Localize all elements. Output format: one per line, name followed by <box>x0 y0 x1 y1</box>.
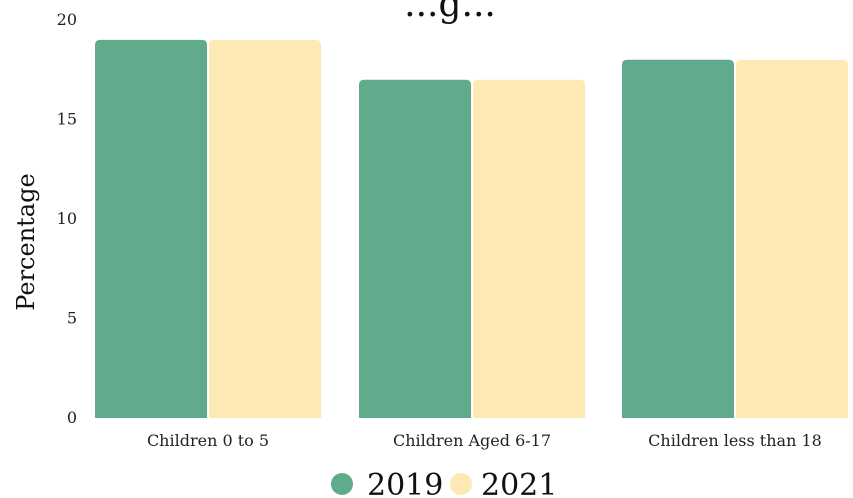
x-tick-label: Children less than 18 <box>648 431 822 450</box>
bar-2021-3 <box>736 59 848 419</box>
y-tick-label: 10 <box>57 209 77 228</box>
legend-label-2019: 2019 <box>367 468 443 498</box>
bar-2021-2 <box>473 79 585 418</box>
chart-title: ...g... <box>404 0 496 25</box>
y-tick-label: 15 <box>57 110 77 129</box>
legend: 2019 2021 <box>331 468 557 498</box>
y-tick-label: 20 <box>57 10 77 29</box>
bar-2021-1 <box>209 39 321 419</box>
bar-2019-1 <box>95 39 207 419</box>
x-axis-labels: Children 0 to 5 Children Aged 6-17 Childre… <box>147 431 822 450</box>
x-tick-label: Children Aged 6-17 <box>393 431 551 450</box>
bar-2019-2 <box>359 79 471 418</box>
y-axis-title: Percentage <box>12 173 40 310</box>
y-tick-label: 0 <box>67 408 77 427</box>
legend-marker-2021 <box>450 473 472 495</box>
y-axis-ticks: 0 5 10 15 20 <box>57 10 77 427</box>
legend-label-2021: 2021 <box>481 468 557 498</box>
x-tick-label: Children 0 to 5 <box>147 431 269 450</box>
legend-marker-2019 <box>331 473 353 495</box>
bar-2019-3 <box>622 59 734 419</box>
y-tick-label: 5 <box>67 309 77 328</box>
bars <box>95 39 848 419</box>
